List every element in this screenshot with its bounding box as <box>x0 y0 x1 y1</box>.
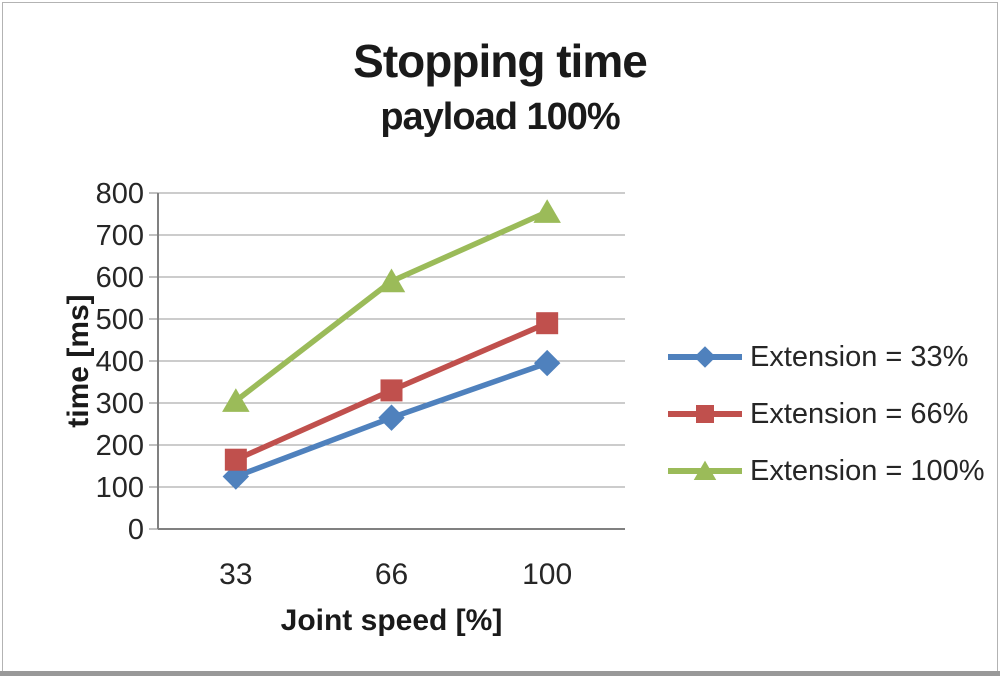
y-tick-label: 200 <box>96 430 144 462</box>
x-tick-label: 33 <box>219 558 252 591</box>
legend-marker-triangle-icon <box>668 460 742 480</box>
chart-subtitle: payload 100% <box>380 96 620 138</box>
data-point-triangle-33 <box>222 388 250 412</box>
legend-item-extension-66: Extension = 66% <box>668 393 985 435</box>
data-point-diamond-100 <box>533 349 561 377</box>
y-axis-title: time [ms] <box>62 294 95 427</box>
y-tick-label: 800 <box>96 178 144 210</box>
legend-label: Extension = 33% <box>750 340 969 373</box>
data-point-triangle-66 <box>377 268 406 293</box>
y-tick-label: 700 <box>96 220 144 252</box>
bottom-edge-bar <box>0 671 1000 676</box>
y-tick-label: 400 <box>96 346 144 378</box>
data-point-triangle-100 <box>533 199 561 223</box>
legend-label: Extension = 100% <box>750 454 985 487</box>
data-point-square-100 <box>536 312 559 335</box>
legend-marker-diamond-icon <box>668 346 742 368</box>
legend-marker-diamond <box>694 346 716 368</box>
y-tick-label: 100 <box>96 472 144 504</box>
legend-marker-triangle <box>693 460 717 480</box>
legend-marker-square-icon <box>668 405 742 423</box>
legend-item-extension-33: Extension = 33% <box>668 336 985 378</box>
x-tick-label: 100 <box>522 558 572 591</box>
legend: Extension = 33% Extension = 66% Extensio… <box>668 336 985 492</box>
legend-marker-square <box>696 405 714 423</box>
legend-label: Extension = 66% <box>750 397 969 430</box>
legend-item-extension-100: Extension = 100% <box>668 450 985 492</box>
data-point-square-66 <box>380 379 403 402</box>
x-tick-label: 66 <box>375 558 408 591</box>
y-tick-label: 300 <box>96 388 144 420</box>
y-tick-label: 0 <box>128 514 144 546</box>
data-point-square-33 <box>224 448 247 471</box>
chart-title: Stopping time <box>353 35 648 87</box>
x-axis-title: Joint speed [%] <box>281 604 503 637</box>
data-point-diamond-66 <box>378 404 405 431</box>
y-tick-label: 600 <box>96 262 144 294</box>
y-tick-label: 500 <box>96 304 144 336</box>
series-line-triangle <box>233 209 550 404</box>
